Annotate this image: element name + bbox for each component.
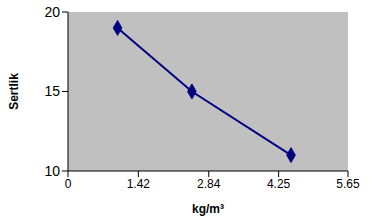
svg-text:Sertlik: Sertlik (8, 73, 21, 110)
svg-text:kg/m³: kg/m³ (192, 202, 224, 216)
svg-text:0: 0 (65, 177, 72, 191)
svg-text:2.84: 2.84 (197, 177, 221, 191)
svg-text:15: 15 (44, 83, 60, 99)
svg-text:4.25: 4.25 (267, 177, 291, 191)
svg-text:10: 10 (44, 163, 60, 179)
svg-text:5.65: 5.65 (336, 177, 360, 191)
svg-text:1.42: 1.42 (127, 177, 151, 191)
svg-text:20: 20 (44, 4, 60, 20)
